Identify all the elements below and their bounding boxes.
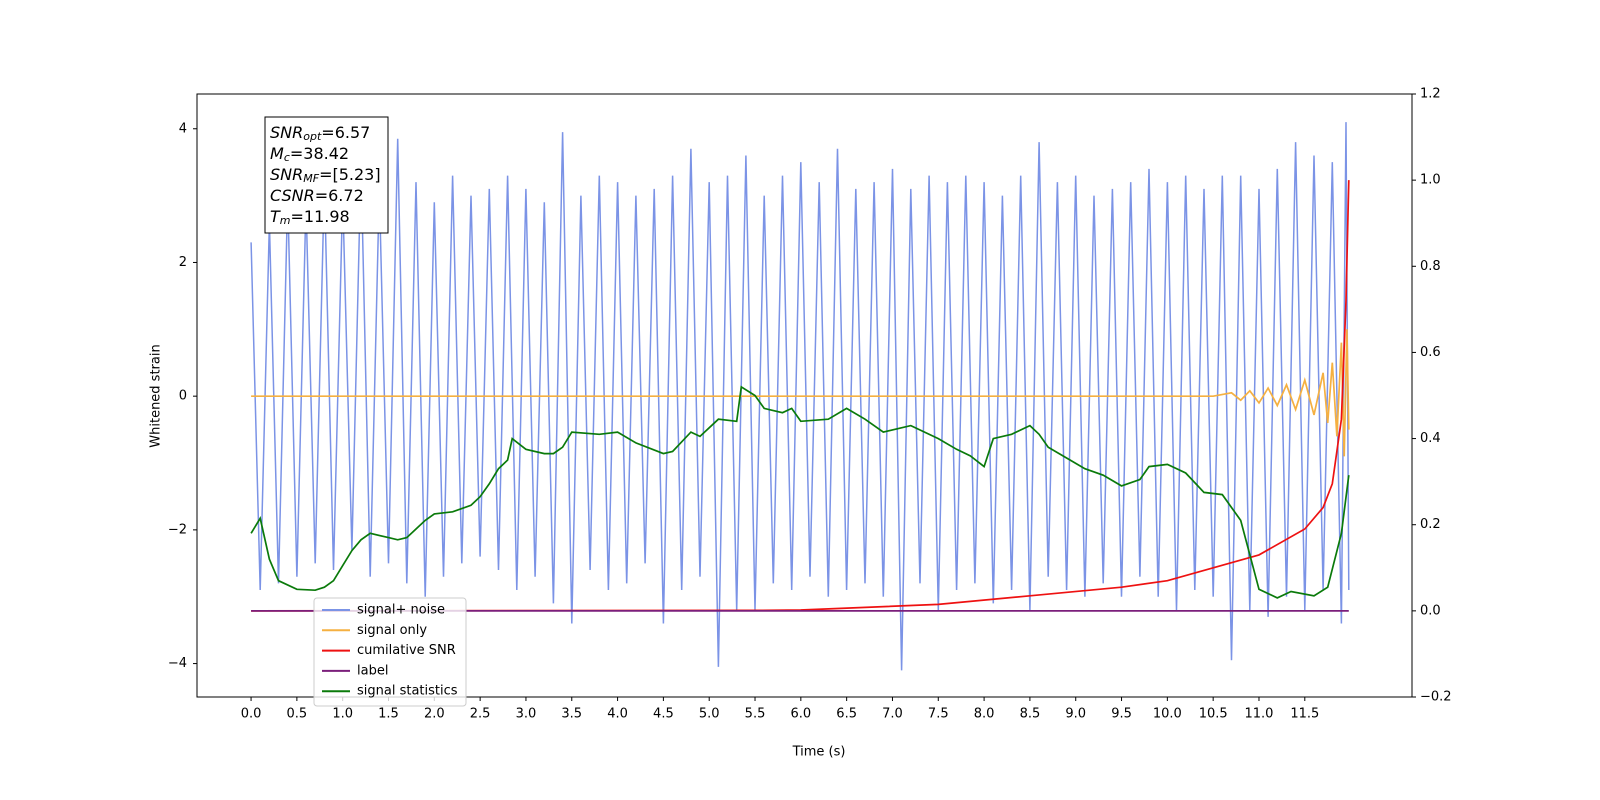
x-tick-label: 7.5 [928,707,949,722]
annotation-frame [264,116,389,234]
x-tick-label: 10.0 [1153,707,1182,722]
annotation-value: =6.72 [315,186,364,205]
x-tick-label: 3.5 [561,707,582,722]
x-tick-label: 2.0 [424,707,445,722]
annotation-subscript: m [280,214,291,227]
x-tick-label: 5.0 [699,707,720,722]
x-tick-label: 7.0 [882,707,903,722]
annotation: SNRopt=6.57 [270,123,370,144]
x-tick-label: 8.0 [974,707,995,722]
y-tick-label: 4 [179,121,187,136]
annotation-value: =11.98 [291,207,350,226]
x-tick-label: 11.0 [1245,707,1274,722]
annotation-subscript: opt [303,130,322,143]
legend-label: signal statistics [357,684,458,699]
y2-tick-label: 0.2 [1420,517,1441,532]
legend-label: label [357,663,388,678]
annotation-subscript: c [284,151,290,164]
annotation: SNRMF=[5.23] [270,165,381,186]
x-tick-label: 0.0 [241,707,262,722]
x-tick-label: 6.0 [790,707,811,722]
annotation-symbol: CSNR [270,186,315,205]
legend: signal+ noise signal only cumilative SNR la… [313,597,467,707]
y2-tick-label: 0.8 [1420,259,1441,274]
series-line [251,329,1350,457]
x-tick-label: 11.5 [1290,707,1319,722]
x-tick-label: 4.5 [653,707,674,722]
x-tick-label: 2.5 [470,707,491,722]
y2-tick-label: 0.4 [1420,431,1441,446]
series-line [251,180,1350,612]
annotation: CSNR=6.72 [270,186,364,205]
x-tick-label: 10.5 [1199,707,1228,722]
x-tick-label: 6.5 [836,707,857,722]
y2-tick-label: 1.0 [1420,173,1441,188]
x-tick-label: 8.5 [1020,707,1041,722]
x-tick-label: 1.5 [378,707,399,722]
x-tick-label: 3.0 [516,707,537,722]
legend-frame [313,597,467,707]
y2-tick-label: 0.0 [1420,603,1441,618]
x-tick-label: 4.0 [607,707,628,722]
legend-label: cumilative SNR [357,643,456,658]
annotation-box: SNRopt=6.57Mc=38.42SNRMF=[5.23]CSNR=6.72… [264,116,389,234]
x-tick-label: 1.0 [332,707,353,722]
annotation-symbol: SNR [270,165,303,184]
y2-tick-label: 1.2 [1420,87,1441,102]
y-axis-label: Whitened strain [149,344,164,447]
x-tick-label: 0.5 [287,707,308,722]
series-line [250,385,1350,599]
annotation-symbol: M [270,144,284,163]
y-tick-label: 2 [179,255,187,270]
x-tick-label: 9.5 [1111,707,1132,722]
annotation-symbol: SNR [270,123,303,142]
y2-tick-label: −0.2 [1420,690,1452,705]
plot-frame [196,93,1413,698]
annotation: Mc=38.42 [270,144,349,165]
annotation-value: =[5.23] [319,165,381,184]
x-axis-label: Time (s) [792,745,846,760]
x-tick-label: 5.5 [745,707,766,722]
x-tick-label: 9.0 [1065,707,1086,722]
y2-tick-label: 0.6 [1420,345,1441,360]
y-tick-label: 0 [179,389,187,404]
annotation-symbol: T [270,207,281,226]
legend-label: signal+ noise [357,603,445,618]
y-tick-label: −2 [168,522,187,537]
annotation-value: =6.57 [321,123,370,142]
series-line [250,122,1350,671]
y-tick-label: −4 [168,656,187,671]
annotation-subscript: MF [303,172,319,185]
annotation: Tm=11.98 [270,207,350,228]
annotation-value: =38.42 [290,144,349,163]
legend-label: signal only [357,623,427,638]
